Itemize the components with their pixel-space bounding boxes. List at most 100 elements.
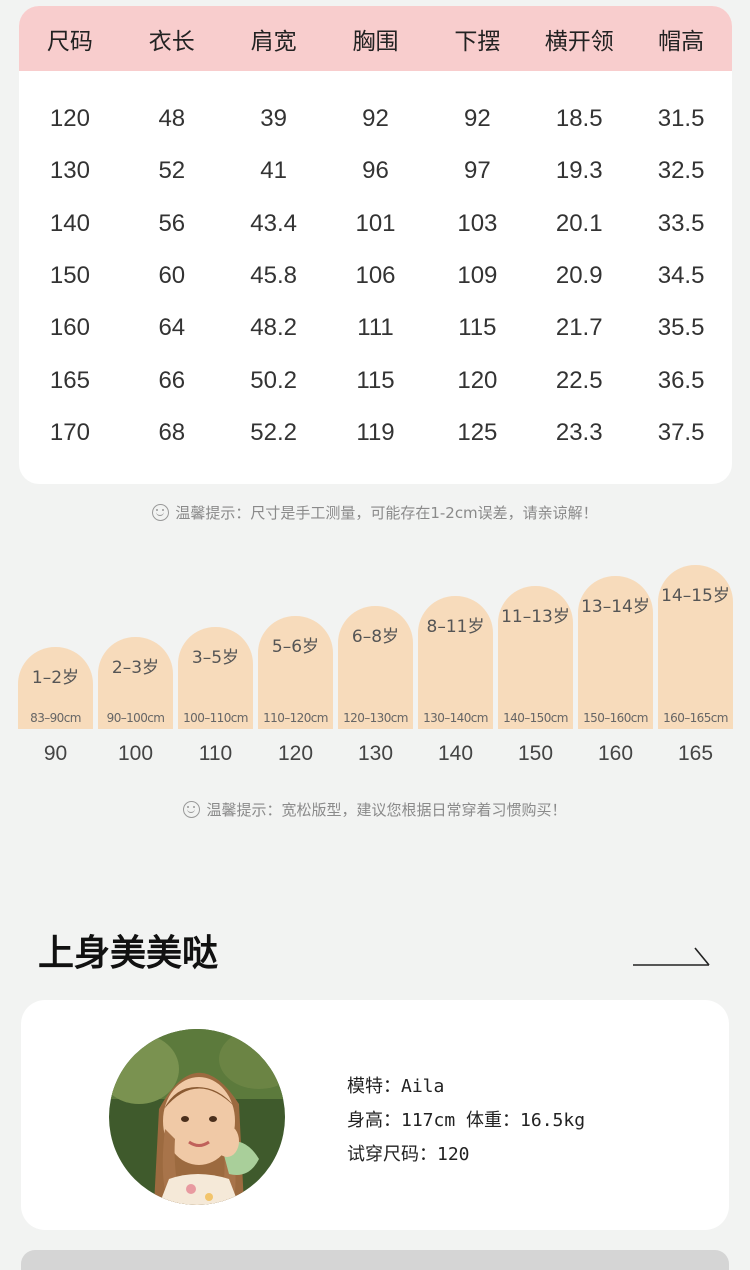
bar-range-label: 100–110cm <box>183 711 248 725</box>
header-cell: 下摆 <box>454 28 501 55</box>
bar-range-label: 160–165cm <box>663 711 728 725</box>
size-table-header: 尺码 衣长 肩宽 胸围 下摆 横开领 帽高 <box>19 6 732 71</box>
header-cell: 帽高 <box>658 28 705 55</box>
size-bar: 13–14岁 150–160cm <box>578 576 653 729</box>
table-cell: 92 <box>464 105 491 133</box>
arrow-right-icon[interactable] <box>633 944 713 968</box>
table-cell: 52 <box>158 157 186 185</box>
table-cell: 125 <box>457 418 498 446</box>
size-bar: 6–8岁 120–130cm <box>338 606 413 729</box>
table-cell: 92 <box>362 105 389 133</box>
table-cell: 120 <box>457 366 498 394</box>
table-cell: 66 <box>158 366 186 394</box>
table-row: 150 60 45.8 106 109 20.9 34.5 <box>19 250 732 302</box>
table-cell: 60 <box>158 262 186 290</box>
table-cell: 96 <box>362 157 389 185</box>
size-bar: 2–3岁 90–100cm <box>98 637 173 729</box>
bar-age-label: 14–15岁 <box>661 586 730 606</box>
model-avatar <box>109 1029 285 1205</box>
bar-range-label: 130–140cm <box>423 711 488 725</box>
table-cell: 115 <box>458 314 497 342</box>
table-cell: 103 <box>457 209 498 237</box>
table-cell: 22.5 <box>555 366 603 394</box>
height-label: 140 <box>437 742 474 765</box>
table-cell: 23.3 <box>555 418 603 446</box>
header-cell: 横开领 <box>544 28 614 55</box>
bar-range-label: 120–130cm <box>343 711 408 725</box>
table-cell: 37.5 <box>657 418 705 446</box>
bar-range-label: 90–100cm <box>106 711 165 725</box>
section-title: 上身美美哒 <box>38 933 219 974</box>
table-cell: 48 <box>158 105 186 133</box>
bar-age-label: 13–14岁 <box>581 597 650 617</box>
table-cell: 140 <box>49 209 90 237</box>
table-cell: 35.5 <box>657 314 705 342</box>
table-row: 160 64 48.2 111 115 21.7 35.5 <box>19 302 732 354</box>
header-cell: 胸围 <box>352 28 399 55</box>
bar-age-label: 2–3岁 <box>111 658 160 678</box>
table-cell: 130 <box>49 157 90 185</box>
table-row: 165 66 50.2 115 120 22.5 36.5 <box>19 354 732 406</box>
height-label: 130 <box>357 742 394 765</box>
model-height: 身高：117cm <box>347 1110 456 1131</box>
table-cell: 111 <box>357 314 394 342</box>
table-cell: 18.5 <box>555 105 603 133</box>
table-cell: 119 <box>356 418 395 446</box>
table-cell: 33.5 <box>657 209 705 237</box>
size-bar: 3–5岁 100–110cm <box>178 627 253 729</box>
table-cell: 34.5 <box>657 262 705 290</box>
table-cell: 36.5 <box>657 366 705 394</box>
table-cell: 48.2 <box>250 314 297 342</box>
fit-tip: 温馨提示：宽松版型，建议您根据日常穿着习惯购买！ <box>0 799 750 820</box>
table-cell: 19.3 <box>555 157 603 185</box>
model-weight: 体重：16.5kg <box>466 1110 586 1131</box>
size-bar: 11–13岁 140–150cm <box>498 586 573 729</box>
table-cell: 21.7 <box>555 314 603 342</box>
table-cell: 115 <box>356 366 395 394</box>
model-card: 模特：Aila 身高：117cm 体重：16.5kg 试穿尺码：120 <box>21 1000 729 1230</box>
table-cell: 32.5 <box>657 157 705 185</box>
bar-range-label: 150–160cm <box>583 711 648 725</box>
height-label: 160 <box>597 742 634 765</box>
height-label: 110 <box>198 742 233 765</box>
next-card-edge <box>21 1250 729 1270</box>
bar-age-label: 1–2岁 <box>31 668 80 688</box>
height-label: 90 <box>43 742 68 765</box>
table-cell: 109 <box>457 262 498 290</box>
table-cell: 160 <box>49 314 90 342</box>
model-measurements: 身高：117cm 体重：16.5kg <box>347 1104 585 1138</box>
table-cell: 56 <box>158 209 186 237</box>
measure-tip-text: 温馨提示：尺寸是手工测量，可能存在1-2cm误差，请亲谅解！ <box>175 504 598 522</box>
size-table-card: 尺码 衣长 肩宽 胸围 下摆 横开领 帽高 120 48 39 92 92 18.5 31.… <box>19 6 732 484</box>
smile-icon <box>183 801 201 818</box>
size-bar: 8–11岁 130–140cm <box>418 596 493 729</box>
table-cell: 120 <box>49 105 90 133</box>
model-size: 试穿尺码：120 <box>347 1144 470 1165</box>
smile-icon <box>152 504 170 521</box>
table-row: 140 56 43.4 101 103 20.1 33.5 <box>19 198 732 250</box>
table-cell: 64 <box>158 314 186 342</box>
header-cell: 肩宽 <box>250 28 297 55</box>
table-cell: 150 <box>49 262 90 290</box>
table-cell: 20.9 <box>555 262 603 290</box>
table-row: 130 52 41 96 97 19.3 32.5 <box>19 145 732 197</box>
model-name: 模特：Aila <box>347 1076 445 1097</box>
table-cell: 165 <box>49 366 90 394</box>
height-label: 120 <box>277 742 314 765</box>
size-table-body: 120 48 39 92 92 18.5 31.5 130 52 41 96 97 19.3 32.5 14… <box>19 71 732 459</box>
size-bar: 5–6岁 110–120cm <box>258 616 333 729</box>
table-cell: 41 <box>260 157 287 185</box>
height-label: 100 <box>117 742 154 765</box>
table-cell: 31.5 <box>657 105 705 133</box>
fit-tip-text: 温馨提示：宽松版型，建议您根据日常穿着习惯购买！ <box>206 801 567 819</box>
table-cell: 106 <box>355 262 396 290</box>
table-cell: 50.2 <box>250 366 297 394</box>
table-cell: 52.2 <box>250 418 297 446</box>
table-cell: 97 <box>464 157 491 185</box>
table-row: 170 68 52.2 119 125 23.3 37.5 <box>19 407 732 459</box>
table-cell: 68 <box>158 418 186 446</box>
table-cell: 39 <box>260 105 287 133</box>
bar-range-label: 140–150cm <box>503 711 568 725</box>
height-label: 165 <box>677 742 714 765</box>
measure-tip: 温馨提示：尺寸是手工测量，可能存在1-2cm误差，请亲谅解！ <box>0 502 750 523</box>
